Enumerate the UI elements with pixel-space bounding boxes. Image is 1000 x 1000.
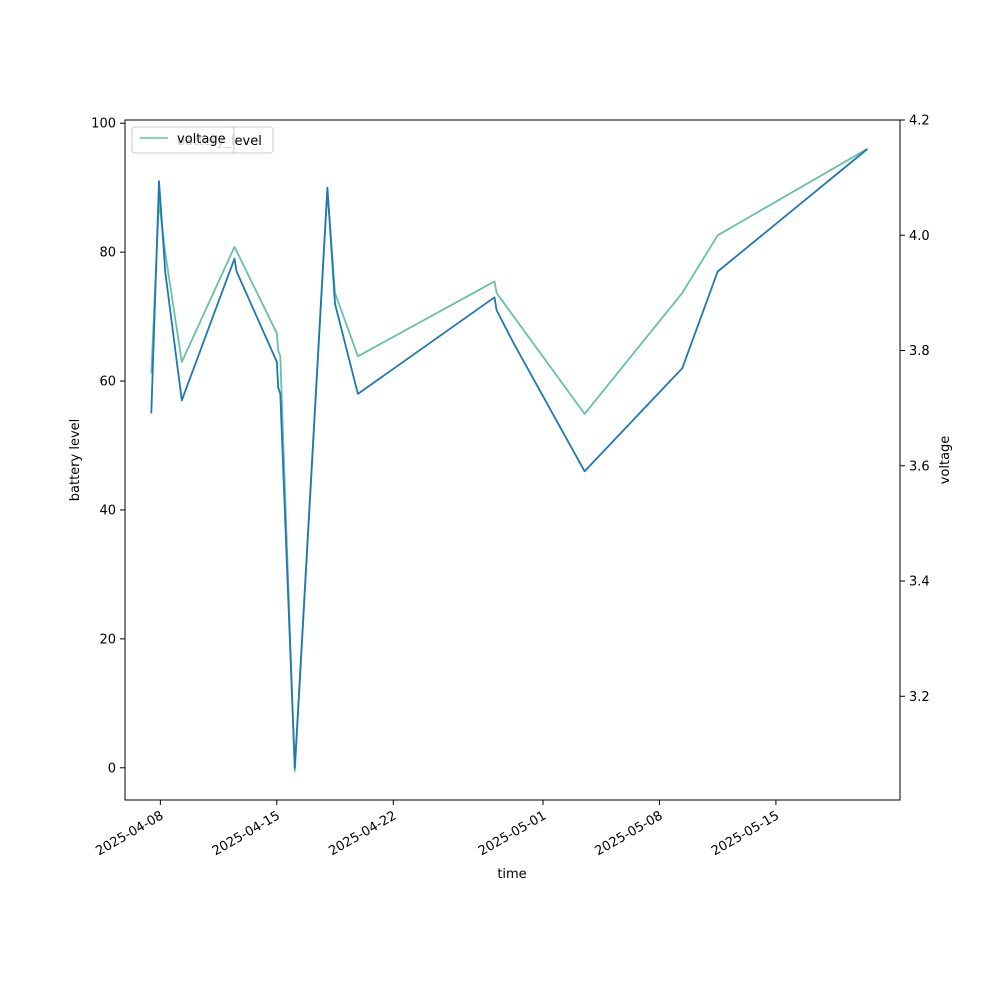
series-layer bbox=[150, 148, 868, 773]
y2-tick-label: 3.4 bbox=[909, 575, 930, 590]
x-tick-label: 2025-05-15 bbox=[709, 808, 782, 859]
plot-area-frame bbox=[124, 119, 901, 801]
legend: battery_level voltage bbox=[131, 126, 274, 154]
y-tick-label: 100 bbox=[91, 117, 116, 132]
legend-box-left bbox=[131, 126, 235, 154]
x-tick-label: 2025-04-15 bbox=[210, 808, 283, 859]
y-axis-right-label: voltage bbox=[938, 436, 953, 485]
y-axis-right: 3.2 3.4 3.6 3.8 4.0 4.2 bbox=[900, 114, 930, 705]
x-tick-label: 2025-04-08 bbox=[93, 808, 166, 859]
x-tick-label: 2025-05-01 bbox=[476, 808, 549, 859]
y2-tick-label: 4.2 bbox=[909, 114, 930, 129]
y2-tick-label: 3.8 bbox=[909, 344, 930, 359]
y-axis-left: 0 20 40 60 80 100 bbox=[91, 117, 125, 776]
y2-tick-label: 3.2 bbox=[909, 690, 930, 705]
y-tick-label: 0 bbox=[108, 761, 116, 776]
y-axis-left-label: battery level bbox=[68, 419, 83, 502]
y2-tick-label: 4.0 bbox=[909, 229, 930, 244]
x-tick-label: 2025-05-08 bbox=[593, 808, 666, 859]
y-tick-label: 60 bbox=[99, 375, 116, 390]
y2-tick-label: 3.6 bbox=[909, 459, 930, 474]
y-tick-label: 80 bbox=[99, 246, 116, 261]
y-tick-label: 20 bbox=[99, 632, 116, 647]
legend-label-voltage: voltage bbox=[177, 132, 226, 147]
series-line-voltage bbox=[150, 148, 868, 773]
y-tick-label: 40 bbox=[99, 503, 116, 518]
x-tick-label: 2025-04-22 bbox=[326, 808, 399, 859]
x-axis-label: time bbox=[497, 867, 526, 882]
x-axis: 2025-04-08 2025-04-15 2025-04-22 2025-05-01… bbox=[93, 800, 782, 859]
series-line-battery-level bbox=[150, 148, 868, 769]
